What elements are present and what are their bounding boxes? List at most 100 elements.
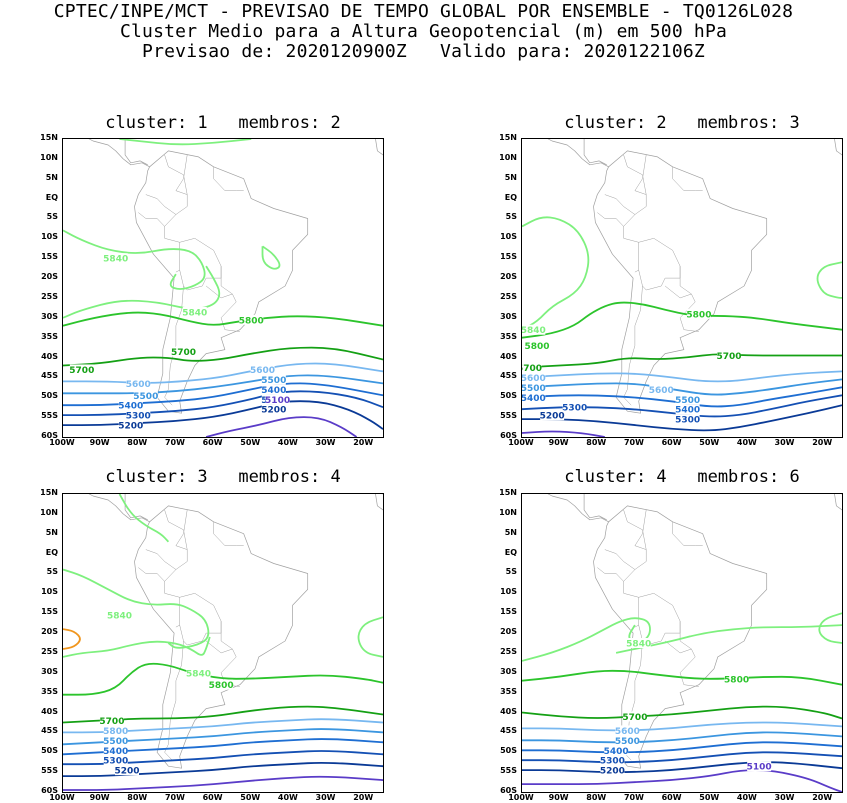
central-america-coastline: [88, 494, 150, 523]
contour-5500: [63, 374, 383, 395]
latitude-tick-label: 35S: [500, 686, 517, 696]
contour-label-background: [69, 364, 94, 375]
contour-label: 5800: [103, 727, 128, 737]
country-border: [179, 621, 222, 646]
country-border: [145, 549, 177, 570]
africa-coastline: [834, 494, 842, 511]
contour-label: 5500: [133, 392, 158, 402]
longitude-tick-label: 40W: [277, 438, 298, 447]
contour-label-background: [540, 410, 565, 421]
contour-label-background: [675, 394, 700, 405]
contour-label: 5500: [261, 376, 286, 386]
longitude-tick-label: 20W: [353, 793, 374, 802]
contour-5100: [522, 430, 605, 437]
contour-5200: [522, 761, 842, 774]
latitude-tick-label: 5N: [45, 172, 58, 182]
longitude-tick-label: 30W: [774, 438, 795, 447]
contour-label: 5600: [649, 386, 674, 396]
latitude-tick-label: 15N: [499, 133, 517, 142]
country-border: [164, 509, 240, 687]
latitude-tick-label: 55S: [41, 766, 58, 776]
contour-label: 5400: [118, 402, 143, 412]
contour-5700: [522, 353, 842, 369]
contour-label-background: [525, 340, 550, 351]
contour-label-background: [182, 306, 207, 317]
central-america-coastline: [124, 139, 148, 166]
contour-label: 5600: [615, 727, 640, 737]
longitude-tick-label: 50W: [699, 438, 720, 447]
latitude-tick-label: 25S: [500, 291, 517, 301]
contour-label: 5700: [522, 364, 542, 374]
longitude-tick-label: 80W: [586, 438, 607, 447]
panel-4-map: 5840 5800 5700 5600 5500 5400 5300 5200 5100: [521, 493, 843, 793]
latitude-tick-label: 50S: [500, 391, 517, 401]
central-america-coastline: [547, 139, 609, 168]
south-america-coastline: [593, 150, 768, 414]
contour-5700: [63, 705, 383, 724]
contour-label: 5700: [622, 713, 647, 723]
longitude-tick-label: 40W: [736, 793, 757, 802]
contour-label-background: [626, 638, 651, 648]
contour-label-background: [261, 374, 286, 385]
south-america-coastline: [134, 150, 309, 414]
contour-label-background: [622, 711, 647, 722]
country-border: [672, 521, 703, 546]
contour-label: 5200: [540, 412, 565, 422]
latitude-tick-label: 10S: [41, 232, 58, 242]
contour-5840: [818, 612, 842, 644]
contour-label-background: [522, 362, 542, 373]
contour-label: 5800: [209, 681, 234, 691]
contour-label-background: [717, 350, 742, 361]
country-border: [145, 194, 177, 215]
country-border: [623, 154, 699, 332]
contour-5800: [522, 669, 842, 686]
country-border: [597, 212, 624, 227]
latitude-tick-label: 10S: [500, 587, 517, 597]
latitude-tick-label: 35S: [41, 686, 58, 696]
latitude-tick-label: 50S: [41, 746, 58, 756]
contour-label: 5840: [186, 669, 211, 679]
contour-5600: [63, 718, 383, 734]
latitude-tick-label: 25S: [500, 646, 517, 656]
country-border: [634, 597, 639, 628]
latitude-tick-label: 45S: [41, 371, 58, 381]
longitude-tick-label: 30W: [315, 793, 336, 802]
contour-label-background: [724, 673, 749, 684]
country-border: [213, 521, 244, 546]
contour-5500: [522, 731, 842, 744]
contour-5800: [522, 301, 842, 339]
panel-3-map: 5840 5840 5800 5700 5800 5500 5400 5300 5200: [62, 493, 384, 793]
contour-label-background: [261, 384, 286, 395]
contour-label: 5840: [626, 640, 651, 650]
country-border: [164, 154, 188, 195]
country-border: [664, 285, 692, 299]
contour-label: 5800: [525, 342, 550, 352]
contour-5500: [63, 728, 383, 746]
longitude-tick-label: 100W: [49, 438, 75, 447]
header-line-1: CPTEC/INPE/MCT - PREVISAO DE TEMPO GLOBA…: [53, 1, 794, 22]
contour-5600: [522, 370, 842, 383]
latitude-tick-label: 30S: [500, 666, 517, 676]
longitude-tick-label: 90W: [548, 793, 569, 802]
country-border: [164, 154, 240, 332]
contour-5400: [63, 382, 383, 407]
header-line-3: Previsao de: 2020120900Z Valido para: 20…: [142, 41, 705, 62]
latitude-tick-label: 60S: [500, 786, 517, 795]
contour-5840: [357, 616, 383, 658]
longitude-tick-label: 30W: [774, 793, 795, 802]
latitude-tick-label: 60S: [41, 786, 58, 795]
country-border: [623, 509, 647, 550]
longitude-tick-label: 60W: [202, 438, 223, 447]
longitude-tick-label: 50W: [240, 438, 261, 447]
contour-5800: [63, 662, 383, 696]
contour-5600: [522, 721, 842, 732]
contour-5840: [63, 229, 206, 290]
latitude-tick-label: 5N: [45, 527, 58, 537]
longitude-tick-label: 90W: [548, 438, 569, 447]
contour-label-background: [522, 324, 546, 335]
contour-5400: [522, 741, 842, 754]
contour-label-background: [115, 765, 139, 776]
longitude-tick-label: 90W: [89, 793, 110, 802]
longitude-tick-label: 80W: [586, 793, 607, 802]
